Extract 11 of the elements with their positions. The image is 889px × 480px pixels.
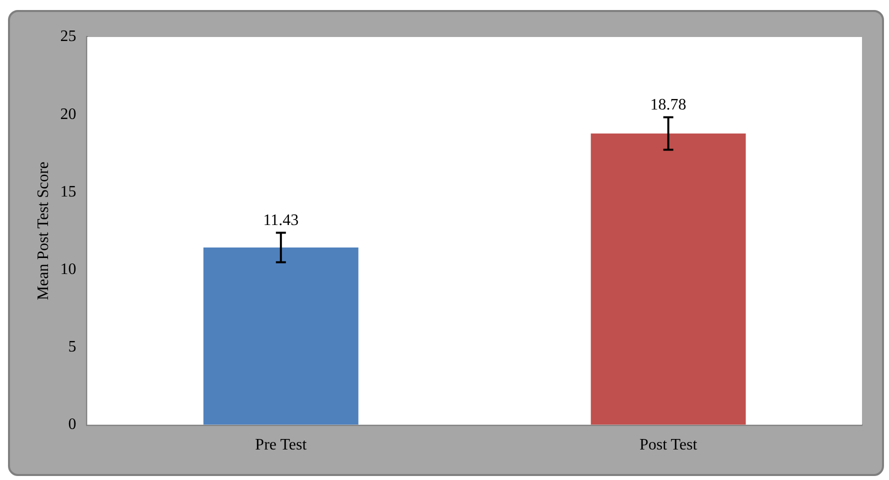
y-tick-label: 0	[68, 416, 76, 434]
y-tick-label: 20	[60, 106, 76, 123]
y-tick-label: 10	[60, 260, 76, 278]
x-tick-label: Post Test	[639, 436, 698, 454]
y-tick-label: 15	[60, 183, 76, 200]
x-tick-label: Pre Test	[255, 436, 308, 454]
y-tick-label: 5	[68, 338, 76, 356]
data-label: 11.43	[263, 212, 299, 229]
data-label: 18.78	[650, 96, 686, 114]
y-axis-title: Mean Post Test Score	[34, 162, 52, 300]
y-tick-label: 25	[60, 28, 76, 46]
